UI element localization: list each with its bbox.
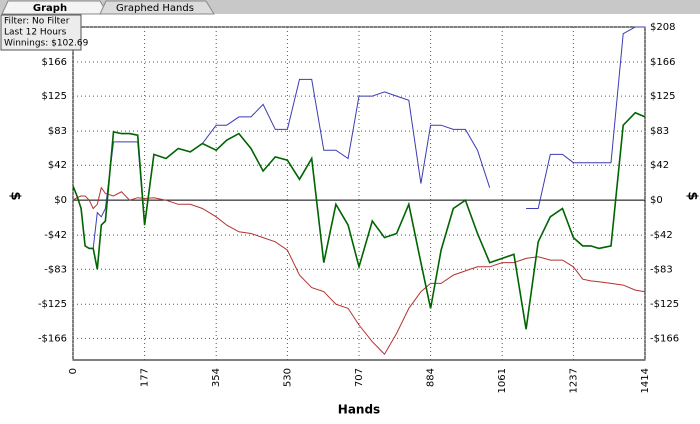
tab-label[interactable]: Graph [33,3,67,14]
y2-tick-label: -$166 [650,333,679,344]
tab-label[interactable]: Graphed Hands [116,3,194,14]
y2-tick-label: $83 [650,126,669,137]
y2-tick-label: $0 [650,195,663,206]
y2-tick-label: -$42 [650,230,673,241]
tab[interactable] [99,0,215,15]
y2-tick-label: -$125 [650,299,679,310]
y2-tick-label: $208 [650,22,675,33]
y2-axis-label: $ [685,191,700,200]
info-text: Winnings: $102.69 [4,39,89,49]
series-line [526,26,645,209]
series-line [72,78,491,249]
tab-active[interactable] [1,0,109,15]
info-text: Last 12 Hours [4,28,67,38]
y2-tick-label: $125 [650,91,675,102]
x-tick-label: 0 [68,368,79,374]
y2-tick-label: $42 [650,160,669,171]
y-tick-label: -$125 [38,299,67,310]
y-axis-label: $ [8,191,23,200]
series-line [72,111,646,330]
x-tick-label: 884 [426,368,437,387]
x-tick-label: 1414 [640,368,651,393]
x-tick-label: 1061 [497,368,508,393]
x-axis-label: Hands [338,403,380,417]
info-box [0,14,82,51]
x-tick-label: 707 [354,368,365,387]
x-tick-label: 354 [211,368,222,387]
y-tick-label: -$83 [44,264,67,275]
plot-area [72,26,646,361]
y-tick-label: -$42 [44,230,67,241]
y-tick-label: -$166 [38,333,67,344]
series-line [72,186,646,356]
y-tick-label: $83 [48,126,67,137]
y-tick-label: $166 [42,57,67,68]
x-tick-label: 177 [140,368,151,387]
info-text: Filter: No Filter [4,17,70,27]
y-tick-label: $42 [48,160,67,171]
y2-tick-label: -$83 [650,264,673,275]
x-tick-label: 1237 [568,368,579,393]
y-tick-label: $125 [42,91,67,102]
y2-tick-label: $166 [650,57,675,68]
y-tick-label: $0 [54,195,67,206]
x-tick-label: 530 [282,368,293,387]
